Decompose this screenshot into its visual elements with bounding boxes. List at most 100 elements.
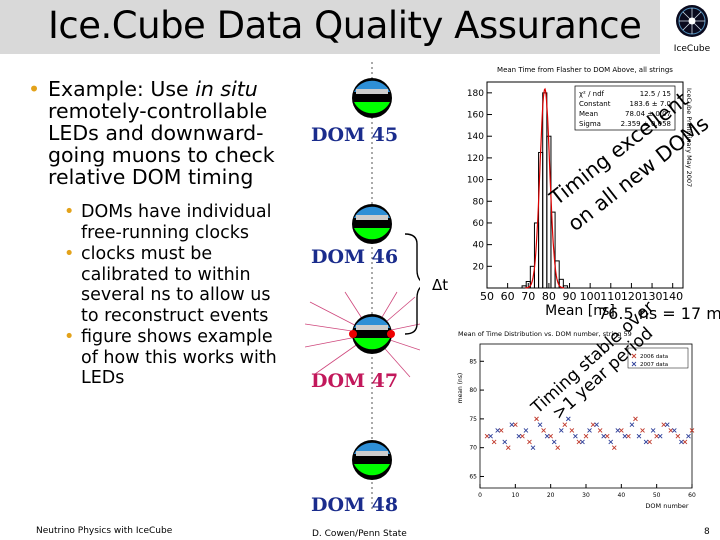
slide-title: Ice.Cube Data Quality Assurance xyxy=(48,4,642,47)
dom-label: DOM 45 xyxy=(311,124,399,146)
sub-bullet-list: DOMs have individual free-running clocks… xyxy=(64,202,278,389)
scatter-point xyxy=(569,428,575,433)
delta-t-label: Δt xyxy=(432,276,449,294)
scatter-point xyxy=(495,428,500,433)
hist-y-tick-label: 140 xyxy=(467,132,484,142)
hist-y-tick-label: 60 xyxy=(473,219,485,229)
scatter-legend-label: 2007 data xyxy=(640,362,668,368)
scatter-point xyxy=(541,428,546,433)
scatter-y-tick-label: 80 xyxy=(469,387,477,394)
scatter-point xyxy=(640,428,645,433)
scatter-y-tick-label: 65 xyxy=(469,473,477,480)
hist-x-tick-label: 100 xyxy=(580,290,601,303)
dom-47-icon xyxy=(349,314,395,354)
scatter-x-tick-label: 20 xyxy=(547,492,555,499)
scatter-point xyxy=(488,433,493,439)
scatter-point xyxy=(484,433,490,439)
hist-x-tick-label: 140 xyxy=(662,290,683,303)
scatter-point xyxy=(548,433,553,439)
hist-x-tick-label: 120 xyxy=(621,290,642,303)
scatter-point xyxy=(505,445,511,450)
hist-stat-value: 12.5 / 15 xyxy=(640,90,671,98)
hist-x-axis-label: Mean [ns] xyxy=(545,303,615,319)
scatter-point xyxy=(527,439,532,445)
scatter-x-tick-label: 0 xyxy=(478,492,482,499)
dom-label: DOM 48 xyxy=(311,494,399,516)
scatter-point xyxy=(534,416,539,422)
scatter-legend-label: 2006 data xyxy=(640,354,668,360)
scatter-point xyxy=(679,439,684,445)
scatter-point xyxy=(513,422,518,427)
scatter-point xyxy=(498,428,504,433)
scatter-point xyxy=(601,433,606,439)
scatter-point xyxy=(590,422,596,427)
hist-frame xyxy=(486,81,684,289)
scatter-point xyxy=(629,422,635,427)
bullet-list: Example: Use in situ remotely-controllab… xyxy=(28,78,278,390)
scatter-point xyxy=(580,439,585,445)
hist-x-tick-label: 70 xyxy=(521,290,535,303)
scatter-point xyxy=(664,422,670,427)
hist-fit-curve xyxy=(525,87,565,289)
hist-stat-value: 78.04 ± 0.07 xyxy=(625,110,671,118)
dom-string-diagram: DOM 45 DOM 46 DOM 47 DOM 48 xyxy=(305,62,420,516)
scatter-x-tick-label: 10 xyxy=(512,492,520,499)
scatter-y-tick-label: 85 xyxy=(469,358,477,365)
scatter-x-tick-label: 40 xyxy=(618,492,626,499)
sub-bullet-item: clocks must be calibrated to within seve… xyxy=(64,244,278,326)
scatter-point xyxy=(672,428,677,433)
main-bullet: Example: Use in situ remotely-controllab… xyxy=(28,78,278,188)
scatter-point xyxy=(520,433,525,439)
scatter-legend-marker xyxy=(631,353,637,359)
hist-bar xyxy=(562,285,568,289)
scatter-point xyxy=(594,422,599,427)
scatter-point xyxy=(608,439,614,445)
dom-label: DOM 47 xyxy=(311,370,399,392)
scatter-point xyxy=(583,433,589,439)
dom-label: DOM 46 xyxy=(311,246,399,268)
scatter-point xyxy=(551,439,557,445)
scatter-point xyxy=(491,439,497,445)
scatter-x-tick-label: 50 xyxy=(653,492,661,499)
hist-stat-label: Constant xyxy=(579,100,611,108)
icecube-logo: IceCube xyxy=(664,0,720,54)
hist-stat-label: χ² / ndf xyxy=(579,90,605,98)
scatter-point xyxy=(587,428,592,433)
hist-y-tick-label: 20 xyxy=(473,262,485,272)
scatter-x-tick-label: 60 xyxy=(688,492,696,499)
scatter-point xyxy=(537,422,543,427)
hist-bar xyxy=(554,260,560,289)
scatter-point xyxy=(516,433,522,439)
scatter-point xyxy=(622,433,628,439)
scatter-point xyxy=(661,422,667,427)
hist-stats-box xyxy=(574,85,676,131)
footer-left: Neutrino Physics with IceCube xyxy=(36,526,173,536)
dom-48-icon xyxy=(352,440,392,480)
hist-y-tick-label: 80 xyxy=(473,197,485,207)
hist-x-tick-label: 130 xyxy=(642,290,663,303)
hist-y-tick-label: 180 xyxy=(467,89,484,99)
scatter-point xyxy=(566,416,571,422)
scatter-point xyxy=(619,428,624,433)
hist-side-label: IceCube Preliminary May 2007 xyxy=(685,88,693,187)
scatter-point xyxy=(626,433,631,439)
scatter-point xyxy=(562,422,568,427)
sub-bullet-item: DOMs have individual free-running clocks xyxy=(64,202,278,243)
scatter-point xyxy=(643,439,649,445)
scatter-point xyxy=(657,433,663,439)
scatter-point xyxy=(615,428,621,433)
hist-stat-label: Sigma xyxy=(579,120,601,128)
scatter-title: Mean of Time Distribution vs. DOM number… xyxy=(458,330,632,338)
scatter-point xyxy=(647,439,652,445)
scatter-point xyxy=(573,433,578,439)
delta-t-brace xyxy=(404,233,420,335)
scatter-point xyxy=(633,416,638,422)
scatter-legend-marker xyxy=(631,361,637,367)
scatter-point xyxy=(654,433,659,439)
dom-46-icon xyxy=(352,204,392,244)
hist-y-tick-label: 100 xyxy=(467,176,484,186)
scatter-point xyxy=(502,439,508,445)
scatter-y-tick-label: 75 xyxy=(469,416,477,423)
scatter-y-tick-label: 70 xyxy=(469,445,477,452)
hist-title: Mean Time from Flasher to DOM Above, all… xyxy=(497,66,673,74)
